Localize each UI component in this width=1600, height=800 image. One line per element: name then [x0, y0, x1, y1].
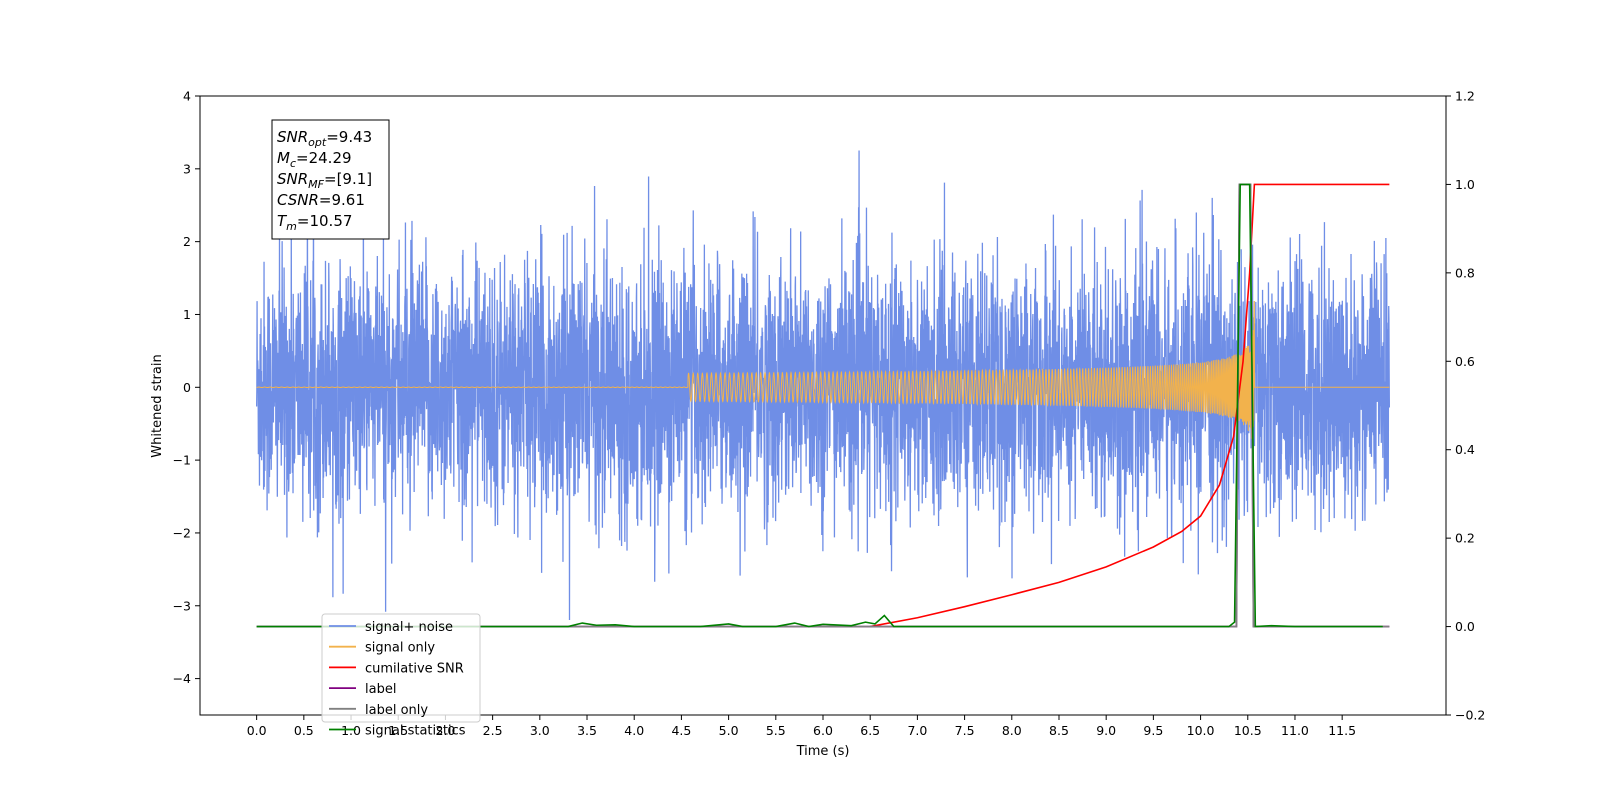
y-tick-label: −3	[173, 598, 191, 613]
annotation-frame	[271, 119, 390, 240]
x-tick-label: 0.0	[247, 723, 267, 738]
legend-frame	[321, 613, 481, 723]
y-tick-label: 0	[183, 380, 191, 395]
legend-entry-label: label only	[365, 703, 428, 718]
y-tick-label: 1	[183, 307, 191, 322]
x-tick-label: 10.5	[1234, 723, 1262, 738]
annotation-line: Tm=10.57	[277, 212, 352, 233]
y2-tick-label: 0.2	[1455, 531, 1475, 546]
legend: signal+ noise signal only cumilative SNR la…	[321, 613, 481, 739]
annotation-line: SNRopt=9.43	[277, 128, 372, 149]
y2-tick-label: 0.0	[1455, 619, 1475, 634]
legend-entry-label: signal only	[365, 641, 435, 656]
legend-entry-label: cumilative SNR	[365, 661, 464, 676]
series-cumilative-snr-line	[870, 183, 1390, 628]
axes: 0.0 0.5 1.0 1.5 2.0 2.5 3.0 3.5 4.0 4.5 5.0 5.5 6.0 6…	[173, 89, 1486, 739]
y-tick-label: −1	[173, 453, 191, 468]
y-tick-label: 2	[183, 234, 191, 249]
x-tick-label: 7.0	[907, 723, 927, 738]
x-tick-label: 10.0	[1187, 723, 1215, 738]
annotation-line: Mc=24.29	[277, 149, 352, 170]
legend-entry-label: signal statistics	[365, 724, 466, 739]
y-tick-label: 3	[183, 161, 191, 176]
x-tick-label: 1.5	[388, 723, 408, 738]
x-tick-label: 5.5	[766, 723, 786, 738]
annotation-line: SNRMF=[9.1]	[277, 170, 372, 191]
x-axis-label: Time (s)	[796, 744, 850, 759]
x-tick-label: 6.0	[813, 723, 833, 738]
x-tick-label: 9.5	[1143, 723, 1163, 738]
y2-tick-label: 1.2	[1455, 89, 1475, 104]
x-tick-label: 3.5	[577, 723, 597, 738]
x-tick-label: 9.0	[1096, 723, 1116, 738]
x-tick-label: 2.5	[483, 723, 503, 738]
legend-entry-label: label	[365, 682, 396, 697]
x-tick-label: 0.5	[294, 723, 314, 738]
x-tick-label: 4.5	[671, 723, 691, 738]
annotation-line: CSNR=9.61	[277, 191, 365, 209]
series-signal-only-line	[256, 300, 1390, 451]
y-axis-label: Whitened strain	[150, 354, 165, 457]
y-tick-label: −4	[173, 671, 191, 686]
series-signal-statistics-line	[256, 183, 1383, 628]
x-tick-label: 3.0	[530, 723, 550, 738]
x-tick-label: 8.5	[1049, 723, 1069, 738]
x-tick-label: 11.5	[1328, 723, 1356, 738]
y-tick-label: −2	[173, 525, 191, 540]
y2-tick-label: 1.0	[1455, 177, 1475, 192]
y2-tick-label: 0.8	[1455, 265, 1475, 280]
x-tick-label: 11.0	[1281, 723, 1309, 738]
x-tick-label: 8.0	[1002, 723, 1022, 738]
y2-tick-label: 0.6	[1455, 354, 1475, 369]
plot-series	[255, 150, 1391, 628]
y2-tick-label: 0.4	[1455, 442, 1475, 457]
x-tick-label: 5.0	[719, 723, 739, 738]
x-tick-label: 4.0	[624, 723, 644, 738]
x-tick-label: 6.5	[860, 723, 880, 738]
x-tick-label: 7.5	[955, 723, 975, 738]
legend-entry-label: signal+ noise	[365, 620, 453, 635]
x-tick-label: 2.0	[435, 723, 455, 738]
y2-tick-label: −0.2	[1455, 708, 1485, 723]
y-tick-label: 4	[183, 89, 191, 104]
x-tick-label: 1.0	[341, 723, 361, 738]
